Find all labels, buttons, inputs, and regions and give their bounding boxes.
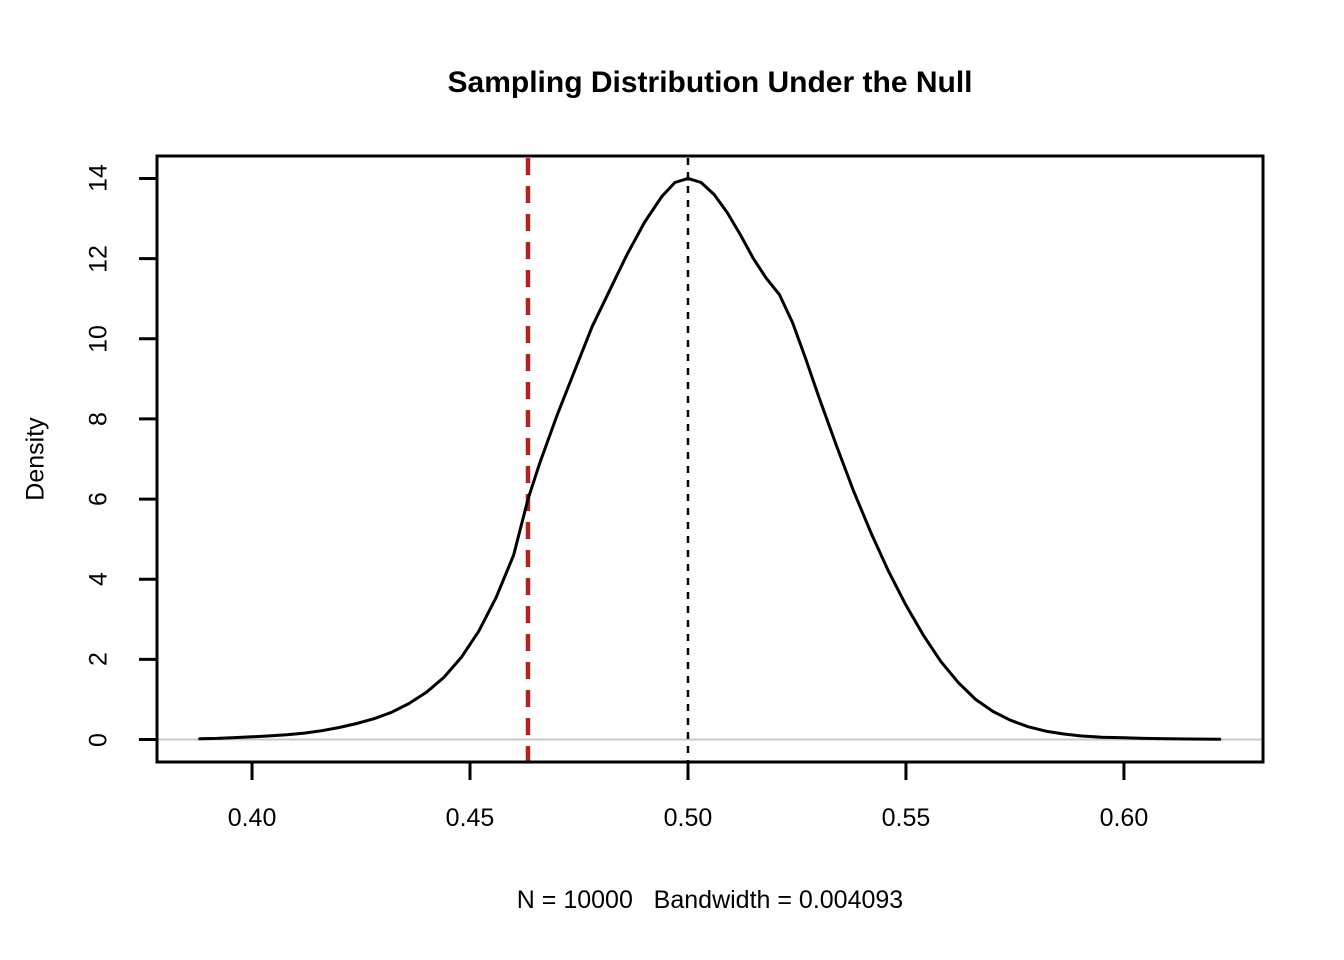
density-curve — [198, 176, 1222, 741]
plot-box — [155, 154, 1265, 764]
